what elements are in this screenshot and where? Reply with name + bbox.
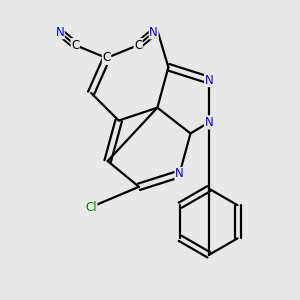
Text: C: C — [71, 39, 80, 52]
Text: N: N — [205, 74, 213, 87]
Text: N: N — [149, 26, 158, 39]
Text: N: N — [205, 116, 213, 129]
Text: N: N — [175, 167, 184, 180]
Text: N: N — [56, 26, 64, 39]
Text: C: C — [102, 52, 111, 64]
Text: Cl: Cl — [85, 200, 97, 214]
Text: C: C — [134, 39, 142, 52]
